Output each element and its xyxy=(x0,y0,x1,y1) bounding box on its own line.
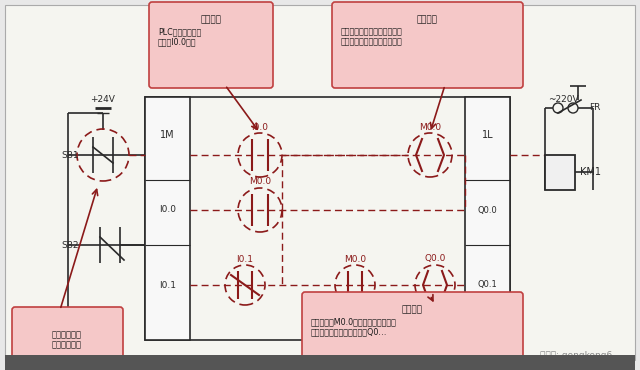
Text: KM1: KM1 xyxy=(580,167,601,177)
Bar xyxy=(145,97,510,340)
Text: ~220V: ~220V xyxy=(548,95,579,104)
Text: M0.0: M0.0 xyxy=(249,178,271,186)
Text: M0.0: M0.0 xyxy=(344,255,366,263)
FancyBboxPatch shape xyxy=(149,2,273,88)
Text: I0.0: I0.0 xyxy=(252,122,269,131)
Bar xyxy=(465,97,510,340)
Text: FR: FR xyxy=(589,104,600,112)
Text: 【说明】: 【说明】 xyxy=(402,305,423,314)
Text: 【说明】: 【说明】 xyxy=(200,15,221,24)
Text: I0.1: I0.1 xyxy=(159,280,176,289)
Text: I0.1: I0.1 xyxy=(237,255,253,263)
Text: I0.0: I0.0 xyxy=(159,205,176,215)
Text: SB1: SB1 xyxy=(61,151,79,159)
Text: 微信号: gongkong6: 微信号: gongkong6 xyxy=(540,350,612,360)
Text: 辅助继电器M0.0的常开触点作为内部
操作状态，控制输出继电器Q0…: 辅助继电器M0.0的常开触点作为内部 操作状态，控制输出继电器Q0… xyxy=(311,317,397,336)
Text: 1L: 1L xyxy=(482,130,493,140)
Text: M0.0: M0.0 xyxy=(419,122,441,131)
FancyBboxPatch shape xyxy=(302,292,523,366)
Text: PLC内部输入继电
器触点I0.0閭合: PLC内部输入继电 器触点I0.0閭合 xyxy=(158,27,201,46)
Bar xyxy=(5,355,635,370)
FancyBboxPatch shape xyxy=(332,2,523,88)
Text: 外部开关部件
输入开关信号: 外部开关部件 输入开关信号 xyxy=(52,330,82,350)
Text: Q0.0: Q0.0 xyxy=(424,255,445,263)
Bar xyxy=(545,155,575,190)
Text: 【说明】: 【说明】 xyxy=(417,15,438,24)
Text: Q0.1: Q0.1 xyxy=(477,280,497,289)
Text: SB2: SB2 xyxy=(61,240,79,249)
Text: 选用辅助继电器作为中间环节
动作，并不直接驱动外部负载: 选用辅助继电器作为中间环节 动作，并不直接驱动外部负载 xyxy=(341,27,403,46)
Text: Q0.0: Q0.0 xyxy=(477,205,497,215)
Bar xyxy=(145,97,190,340)
FancyBboxPatch shape xyxy=(12,307,123,370)
Text: 1M: 1M xyxy=(160,130,175,140)
Text: +24V: +24V xyxy=(91,95,115,104)
